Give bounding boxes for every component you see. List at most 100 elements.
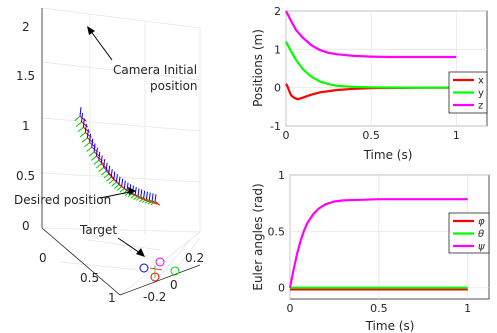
- target-markers: [139, 257, 180, 282]
- frame-z-axis: [105, 162, 108, 172]
- annotation-camera-initial-line1: Camera Initial: [113, 63, 197, 77]
- frame-x-axis: [151, 200, 158, 205]
- y-tick-label: 0: [278, 282, 285, 295]
- frame-z-axis: [79, 107, 82, 117]
- legend-label: x: [478, 76, 484, 87]
- target-point-green: [170, 266, 180, 276]
- frame-z-axis: [93, 143, 96, 153]
- camera-frames: [74, 107, 161, 206]
- z-tick-label: 0: [22, 219, 30, 233]
- legend-label: y: [478, 88, 484, 99]
- frame-z-axis: [100, 155, 103, 164]
- x-tick-label: 0.5: [370, 302, 388, 315]
- x-tick-label: 1: [453, 129, 460, 142]
- frame-y-axis: [103, 173, 109, 179]
- target-point-blue: [139, 263, 149, 273]
- y-axis-label: Positions (m): [251, 29, 265, 107]
- z-tick-label: 2: [22, 20, 30, 34]
- z-tick-label: 1: [22, 119, 30, 133]
- y-tick-label: 2: [274, 5, 281, 18]
- frame-z-axis: [110, 168, 113, 178]
- frame-y-axis: [130, 194, 136, 199]
- x-tick-label: 0: [287, 302, 294, 315]
- frame-z-axis: [95, 147, 98, 157]
- y-tick-label: -1: [270, 120, 281, 133]
- x-axis-label: Time (s): [363, 148, 413, 162]
- depth-tick-label: 0.5: [80, 271, 99, 285]
- frame-y-axis: [79, 132, 86, 138]
- frame-y-axis: [108, 179, 115, 184]
- y-tick-label: 0: [274, 82, 281, 95]
- annotation-target-label: Target: [79, 223, 117, 237]
- legend-label: ψ: [478, 242, 485, 253]
- frame-y-axis: [88, 151, 95, 157]
- frame-y-axis: [98, 167, 104, 172]
- annotation-camera-initial-line2: position: [150, 79, 198, 93]
- x-tick-label: -0.2: [143, 290, 166, 304]
- legend: xyz: [448, 71, 488, 114]
- frame-z-axis: [137, 188, 140, 196]
- x-tick-label: 0: [283, 129, 290, 142]
- frame-z-axis: [84, 123, 87, 133]
- legend-label: z: [478, 101, 483, 112]
- x-tick-label: 0.2: [185, 251, 204, 265]
- z-tick-label: 0.5: [16, 169, 35, 183]
- frame-y-axis: [95, 163, 102, 169]
- frame-y-axis: [147, 200, 153, 205]
- frame-z-axis: [91, 138, 94, 148]
- legend: φθψ: [448, 212, 490, 254]
- annotation-camera-initial: Camera Initial position: [87, 26, 198, 93]
- frame-z-axis: [86, 129, 89, 138]
- frame-y-axis: [81, 137, 88, 143]
- frame-z-axis: [154, 194, 157, 202]
- frame-x-axis: [81, 121, 89, 128]
- frame-y-axis: [138, 197, 144, 203]
- depth-tick-label: 1: [108, 291, 116, 305]
- frame-z-axis: [113, 171, 116, 180]
- frame-y-axis: [100, 170, 107, 176]
- x-tick-label: 0.5: [362, 129, 380, 142]
- annotation-target: Target: [79, 223, 145, 257]
- euler-angles-chart: 0 0.5 1 0 0.5 1 Euler angles (rad) Time (s) φ…: [251, 169, 490, 333]
- frame-z-axis: [134, 186, 137, 195]
- frame-y-axis: [119, 188, 125, 193]
- frame-y-axis: [127, 192, 133, 198]
- frame-z-axis: [118, 176, 121, 185]
- frame-z-axis: [121, 178, 124, 187]
- series-line-2: [285, 10, 457, 59]
- frame-z-axis: [151, 193, 154, 201]
- frame-x-axis: [79, 115, 87, 122]
- frame-y-axis: [136, 196, 142, 201]
- annotation-desired-position: Desired position: [14, 187, 136, 207]
- series-lines: [288, 198, 468, 291]
- frame-y-axis: [84, 142, 90, 148]
- frame-y-axis: [144, 199, 150, 204]
- frame-z-axis: [115, 174, 118, 183]
- frame-y-axis: [75, 121, 82, 127]
- y-tick-label: 1: [278, 169, 285, 182]
- tick-labels: 0 0.5 1 0 0.5 1: [268, 169, 472, 315]
- frame-z-axis: [89, 133, 92, 143]
- series-line-1: [285, 41, 457, 89]
- frame-y-axis: [106, 176, 112, 182]
- frame-y-axis: [86, 146, 93, 152]
- series-line-2: [288, 198, 468, 288]
- frame-z-axis: [148, 192, 151, 200]
- frame-z-axis: [140, 189, 143, 197]
- series-lines: [285, 10, 457, 101]
- frame-z-axis: [143, 190, 146, 199]
- frame-z-axis: [126, 182, 129, 191]
- frame-x-axis: [154, 200, 161, 206]
- trajectory-3d-panel: 2 1.5 1 0.5 0 0 0.5 1 -0.2 0 0.2 Camera …: [14, 7, 204, 305]
- frame-y-axis: [74, 115, 81, 122]
- y-axis-label: Euler angles (rad): [251, 183, 265, 290]
- frame-z-axis: [98, 151, 101, 161]
- frame-y-axis: [111, 181, 117, 187]
- frame-z-axis: [108, 165, 111, 175]
- legend-label: θ: [478, 229, 484, 240]
- frame-z-axis: [145, 191, 148, 199]
- frame-z-axis: [82, 118, 85, 128]
